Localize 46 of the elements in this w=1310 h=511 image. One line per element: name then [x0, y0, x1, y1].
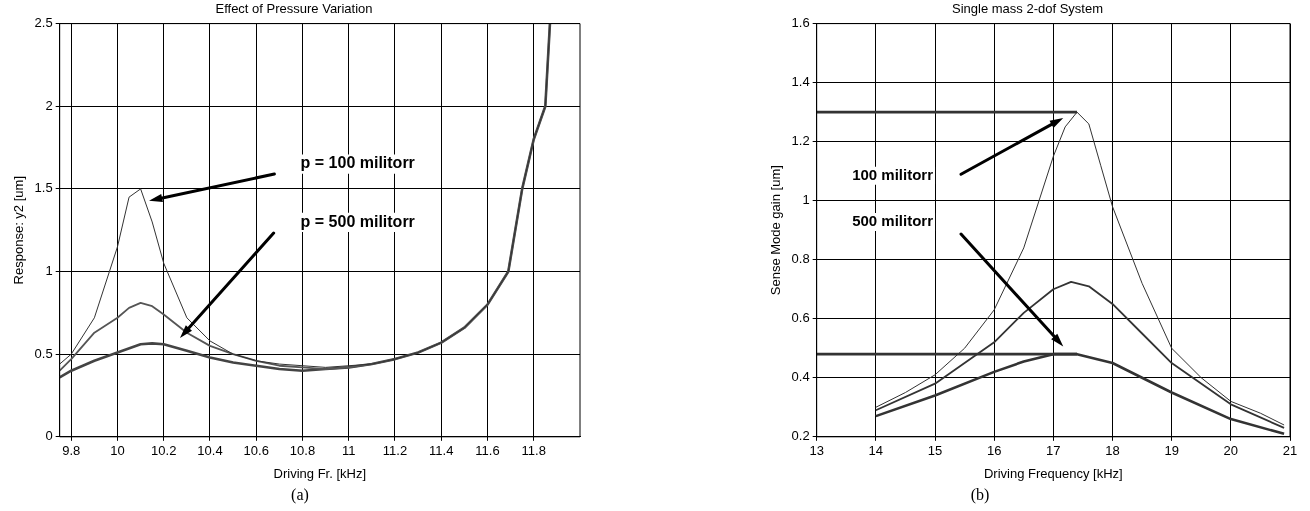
- x-tick-label: 10: [110, 443, 125, 459]
- x-tick-label: 19: [1164, 443, 1179, 459]
- y-tick-label: 0: [45, 428, 53, 444]
- x-tick-label: 13: [809, 443, 824, 459]
- y-tick-label: 1.5: [34, 180, 53, 196]
- x-tick-label: 20: [1223, 443, 1239, 459]
- x-axis-title: Driving Fr. [kHz]: [273, 465, 367, 481]
- y-tick-label: 0.8: [791, 251, 810, 267]
- x-tick-label: 11.8: [521, 443, 546, 459]
- x-tick-label: 9.8: [62, 443, 81, 459]
- y-tick-label: 1: [802, 192, 810, 208]
- y-tick-label: 0.5: [34, 345, 53, 361]
- annotation: 100 militorr: [852, 165, 934, 183]
- annotation: p = 500 militorr: [300, 212, 415, 230]
- y-tick-label: 1.4: [791, 74, 810, 90]
- x-tick-label: 15: [927, 443, 943, 459]
- x-axis-title: Driving Frequency [kHz]: [983, 465, 1123, 481]
- y-axis-title: Sense Mode gain [um]: [768, 165, 784, 296]
- x-tick-label: 14: [868, 443, 884, 459]
- chart-title: Single mass 2-dof System: [951, 1, 1104, 17]
- chart-title: Effect of Pressure Variation: [215, 1, 373, 17]
- x-tick-label: 16: [986, 443, 1002, 459]
- y-tick-label: 0.4: [791, 369, 810, 385]
- x-tick-label: 11: [341, 443, 356, 459]
- x-tick-label: 17: [1046, 443, 1061, 459]
- y-tick-label: 0.6: [791, 310, 810, 326]
- x-tick-label: 11.2: [382, 443, 408, 459]
- y-tick-label: 0.2: [791, 428, 810, 444]
- x-tick-label: 10.6: [243, 443, 269, 459]
- y-tick-label: 1.2: [791, 133, 810, 149]
- y-axis-title: Response: y2 [um]: [11, 176, 27, 285]
- text: (b): [969, 486, 991, 504]
- text: (a): [290, 486, 310, 504]
- y-tick-label: 2: [45, 97, 53, 113]
- x-tick-label: 11.4: [429, 443, 454, 459]
- x-tick-label: 10.2: [151, 443, 177, 459]
- x-tick-label: 10.8: [289, 443, 316, 459]
- x-tick-label: 18: [1105, 443, 1120, 459]
- annotation: 500 militorr: [852, 212, 934, 230]
- x-tick-label: 10.4: [197, 443, 223, 459]
- y-tick-label: 1: [45, 263, 53, 279]
- x-tick-label: 11.6: [475, 443, 500, 459]
- y-tick-label: 1.6: [791, 15, 810, 31]
- x-tick-label: 21: [1282, 443, 1298, 459]
- y-tick-label: 2.5: [34, 15, 53, 31]
- annotation: p = 100 militorr: [300, 154, 415, 172]
